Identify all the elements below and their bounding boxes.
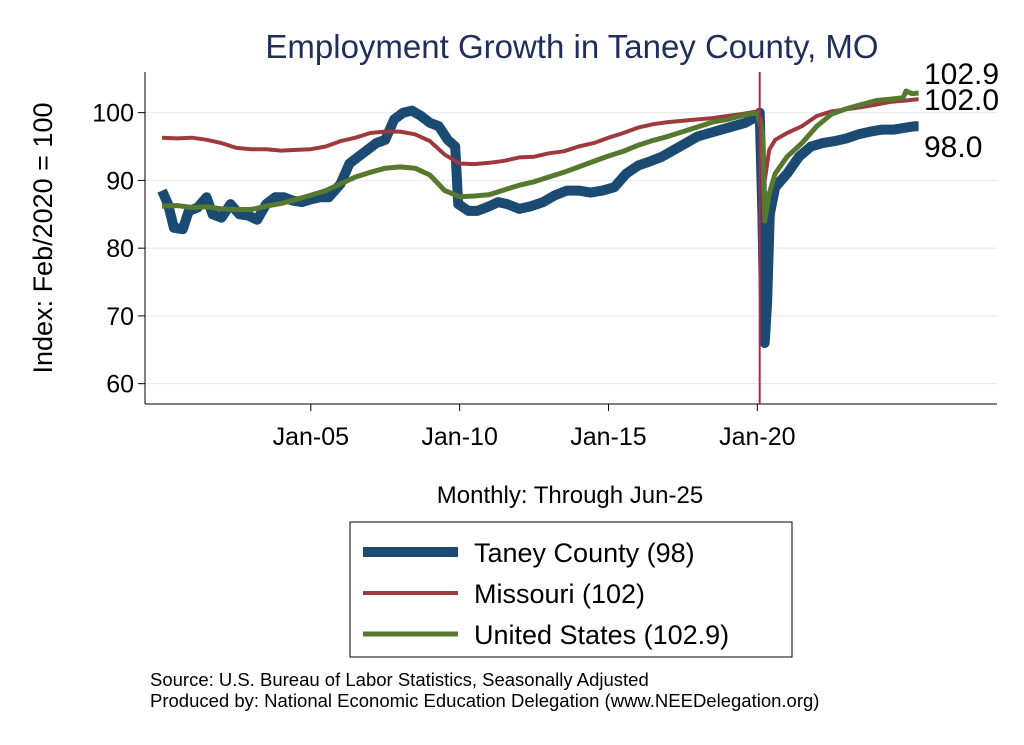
series-line-1 xyxy=(161,97,919,183)
y-tick-label-90: 90 xyxy=(106,167,134,195)
x-tick-label: Jan-15 xyxy=(570,423,646,451)
x-tick-label: Jan-10 xyxy=(421,423,497,451)
producer-line: Produced by: National Economic Education… xyxy=(150,690,820,711)
legend-label-1: Missouri (102) xyxy=(474,579,645,609)
series-line-2 xyxy=(161,88,919,224)
x-tick-label: Jan-05 xyxy=(273,423,349,451)
series-group xyxy=(157,88,920,348)
end-label-2: 102.9 xyxy=(924,58,999,91)
series-line-0 xyxy=(157,105,920,348)
x-tick-label: Jan-20 xyxy=(719,423,795,451)
end-label-1: 102.0 xyxy=(924,84,999,117)
x-axis-label: Monthly: Through Jun-25 xyxy=(437,482,703,509)
legend-label-2: United States (102.9) xyxy=(474,620,729,650)
y-tick-label-100: 100 xyxy=(92,100,134,128)
y-axis-label: Index: Feb/2020 = 100 xyxy=(28,103,58,374)
x-axis-ticks: Jan-05 Jan-10 Jan-15 Jan-20 xyxy=(273,404,796,451)
legend-label-0: Taney County (98) xyxy=(474,538,695,568)
legend: Taney County (98) Missouri (102) United St… xyxy=(363,538,729,650)
y-axis-ticks: 60 70 80 90 100 xyxy=(92,100,145,399)
y-tick-label-80: 80 xyxy=(106,235,134,263)
source-note: Source: U.S. Bureau of Labor Statistics,… xyxy=(150,669,819,711)
chart-title: Employment Growth in Taney County, MO xyxy=(265,28,878,65)
plot-area xyxy=(145,72,997,404)
y-tick-label-70: 70 xyxy=(106,303,134,331)
grid-lines xyxy=(145,112,997,385)
y-tick-label-60: 60 xyxy=(106,371,134,399)
source-line: Source: U.S. Bureau of Labor Statistics,… xyxy=(150,669,649,690)
end-label-0: 98.0 xyxy=(924,131,982,164)
